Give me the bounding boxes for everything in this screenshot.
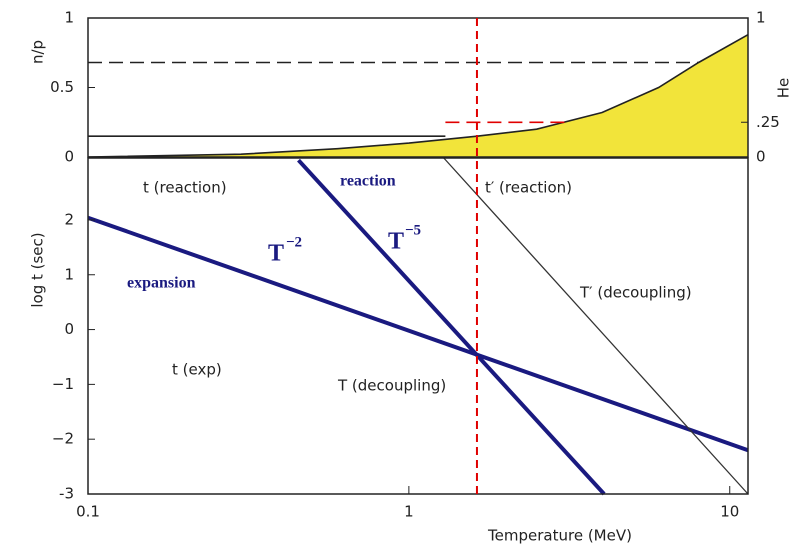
y-axis-label: log t (sec) bbox=[29, 232, 47, 307]
annotation: t (exp) bbox=[172, 361, 222, 379]
annotation: −2 bbox=[286, 234, 302, 250]
area bbox=[88, 34, 748, 158]
annotation: reaction bbox=[340, 173, 396, 190]
x-tick-label: 0.1 bbox=[76, 503, 100, 521]
plot-frame bbox=[87, 157, 749, 495]
y-tick-label: 1 bbox=[64, 9, 74, 27]
y-axis-label: n/p bbox=[29, 40, 47, 64]
y-tick-label: 0 bbox=[64, 148, 74, 166]
y-tick-label: -3 bbox=[59, 485, 74, 503]
x-tick-label: 1 bbox=[404, 503, 414, 521]
y2-axis-label: He bbox=[775, 78, 793, 99]
annotation: t′ (reaction) bbox=[485, 179, 572, 197]
y2-tick-label: 1 bbox=[756, 9, 766, 27]
annotation: T bbox=[268, 241, 284, 267]
annotation: T bbox=[388, 229, 404, 255]
line bbox=[297, 158, 606, 496]
y-tick-label: −2 bbox=[52, 430, 74, 448]
y-tick-label: 1 bbox=[64, 265, 74, 283]
y2-tick-label: .25 bbox=[756, 113, 780, 131]
x-tick-label: 10 bbox=[720, 503, 739, 521]
y2-tick-label: 0 bbox=[756, 148, 766, 166]
y-tick-label: −1 bbox=[52, 375, 74, 393]
annotation: T (decoupling) bbox=[337, 377, 446, 395]
annotation: T′ (decoupling) bbox=[579, 284, 692, 302]
line bbox=[443, 157, 749, 495]
y-tick-label: 0.5 bbox=[50, 78, 74, 96]
line bbox=[87, 215, 749, 453]
annotation: −5 bbox=[405, 222, 421, 238]
x-axis-label: Temperature (MeV) bbox=[487, 527, 632, 545]
annotation: expansion bbox=[127, 275, 196, 292]
y-tick-label: 2 bbox=[64, 210, 74, 228]
annotation: t (reaction) bbox=[143, 179, 227, 197]
y-tick-label: 0 bbox=[64, 320, 74, 338]
line bbox=[87, 34, 749, 158]
